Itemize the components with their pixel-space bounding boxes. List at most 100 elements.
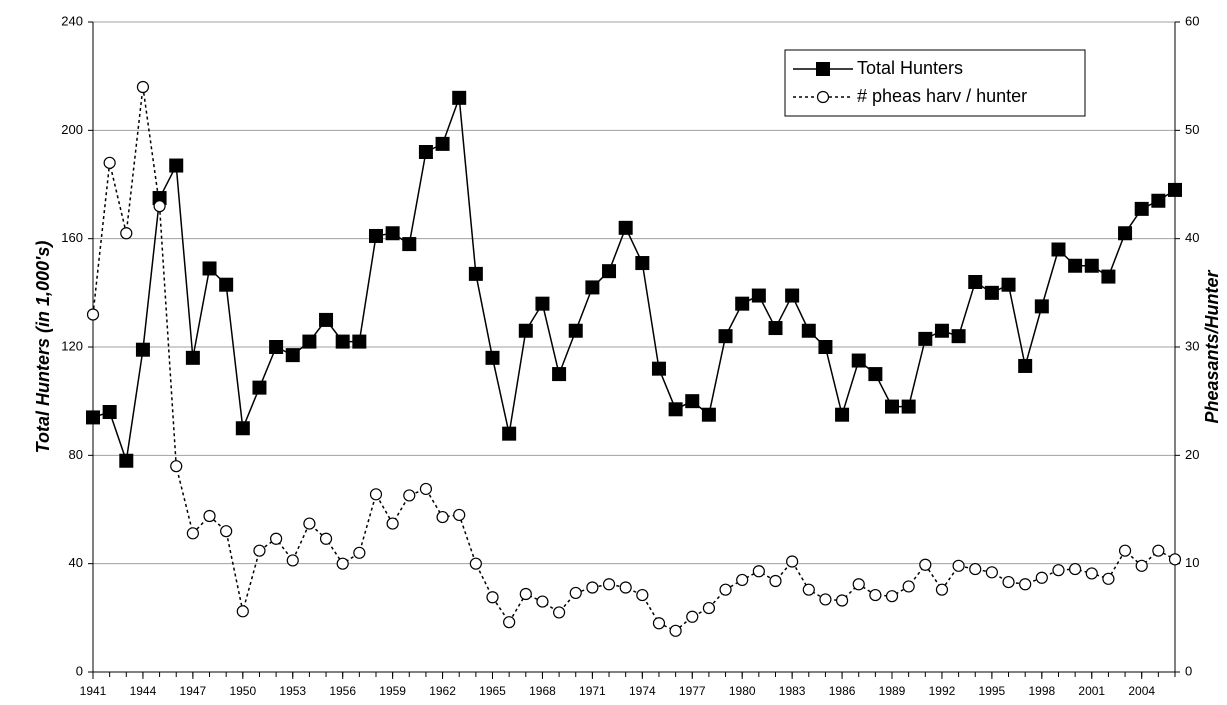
data-point <box>269 340 284 354</box>
y-tick-label: 40 <box>69 555 83 570</box>
y2-tick-label: 60 <box>1185 13 1199 28</box>
data-point <box>785 288 800 303</box>
data-point <box>835 407 850 422</box>
data-point <box>1085 567 1098 580</box>
data-point <box>485 350 500 365</box>
y-tick-label: 80 <box>69 447 83 462</box>
data-point <box>636 588 649 602</box>
data-point <box>169 158 184 173</box>
data-point <box>102 405 117 419</box>
data-point <box>685 394 700 409</box>
data-point <box>135 342 150 357</box>
x-tick-label: 1965 <box>479 684 506 698</box>
data-point <box>1018 358 1033 373</box>
data-point <box>236 605 249 618</box>
data-point <box>468 266 483 281</box>
y2-tick-label: 50 <box>1185 122 1199 137</box>
data-point <box>851 353 866 368</box>
data-point <box>519 587 532 601</box>
data-point <box>1069 562 1082 576</box>
data-point <box>569 586 582 600</box>
data-point <box>786 555 799 568</box>
x-tick-label: 1983 <box>779 684 806 698</box>
data-point <box>369 488 383 501</box>
data-point <box>702 601 716 615</box>
data-point <box>353 546 366 559</box>
data-point <box>252 380 267 395</box>
data-point <box>319 312 334 327</box>
data-point <box>119 453 134 468</box>
data-point <box>1051 242 1066 257</box>
data-point <box>1019 578 1032 591</box>
data-point <box>385 226 400 241</box>
data-point <box>869 588 882 602</box>
data-point <box>403 489 416 502</box>
data-point <box>219 277 234 292</box>
x-tick-label: 1941 <box>80 684 107 698</box>
x-tick-label: 1974 <box>629 684 656 698</box>
data-point <box>186 527 199 540</box>
data-point <box>1168 182 1182 197</box>
data-point <box>469 557 482 570</box>
legend-marker <box>816 62 830 76</box>
data-point <box>435 136 450 151</box>
x-tick-label: 2004 <box>1128 684 1155 698</box>
data-point <box>286 554 299 567</box>
data-point <box>518 323 533 338</box>
data-point <box>919 558 932 571</box>
data-point <box>1152 544 1165 557</box>
data-point <box>1101 269 1116 284</box>
data-point <box>486 591 499 604</box>
x-tick-label: 2001 <box>1078 684 1105 698</box>
data-point <box>952 559 965 572</box>
data-point <box>918 331 933 346</box>
data-point <box>718 329 733 344</box>
legend-label: Total Hunters <box>857 58 963 78</box>
data-point <box>902 580 915 593</box>
x-tick-label: 1995 <box>979 684 1006 698</box>
data-point <box>951 329 966 344</box>
data-point <box>668 402 683 417</box>
data-point <box>868 367 883 382</box>
data-point <box>1068 258 1083 273</box>
data-point <box>651 361 666 376</box>
y-tick-label: 0 <box>76 663 83 678</box>
data-point <box>502 426 517 441</box>
data-point <box>552 606 566 619</box>
data-point <box>768 321 783 336</box>
data-point <box>586 581 599 594</box>
data-point <box>885 399 900 414</box>
data-point <box>503 616 516 629</box>
data-point <box>220 525 233 538</box>
x-tick-label: 1989 <box>879 684 906 698</box>
data-point <box>801 323 816 338</box>
data-point <box>602 578 616 591</box>
x-tick-label: 1971 <box>579 684 606 698</box>
legend-box <box>784 49 1086 117</box>
data-point <box>1084 258 1099 273</box>
data-point <box>1034 299 1049 314</box>
data-point <box>984 285 999 300</box>
data-point <box>818 340 833 354</box>
data-point <box>535 296 550 311</box>
y2-tick-label: 10 <box>1185 555 1199 570</box>
y2-tick-label: 30 <box>1185 338 1199 353</box>
data-point <box>669 624 682 637</box>
data-point <box>552 367 567 382</box>
data-point <box>203 509 216 523</box>
data-point <box>270 532 283 545</box>
data-point <box>319 532 333 545</box>
data-point <box>1118 544 1132 557</box>
data-point <box>302 334 317 349</box>
legend-label: # pheas harv / hunter <box>857 86 1027 106</box>
data-point <box>1002 575 1015 589</box>
y2-tick-label: 0 <box>1185 663 1192 678</box>
data-point <box>536 595 549 608</box>
data-point <box>136 80 150 94</box>
data-point <box>1134 201 1149 216</box>
data-point <box>303 517 316 530</box>
data-point <box>635 256 650 271</box>
x-tick-label: 1953 <box>279 684 306 698</box>
data-point <box>86 410 100 425</box>
x-tick-label: 1959 <box>379 684 406 698</box>
